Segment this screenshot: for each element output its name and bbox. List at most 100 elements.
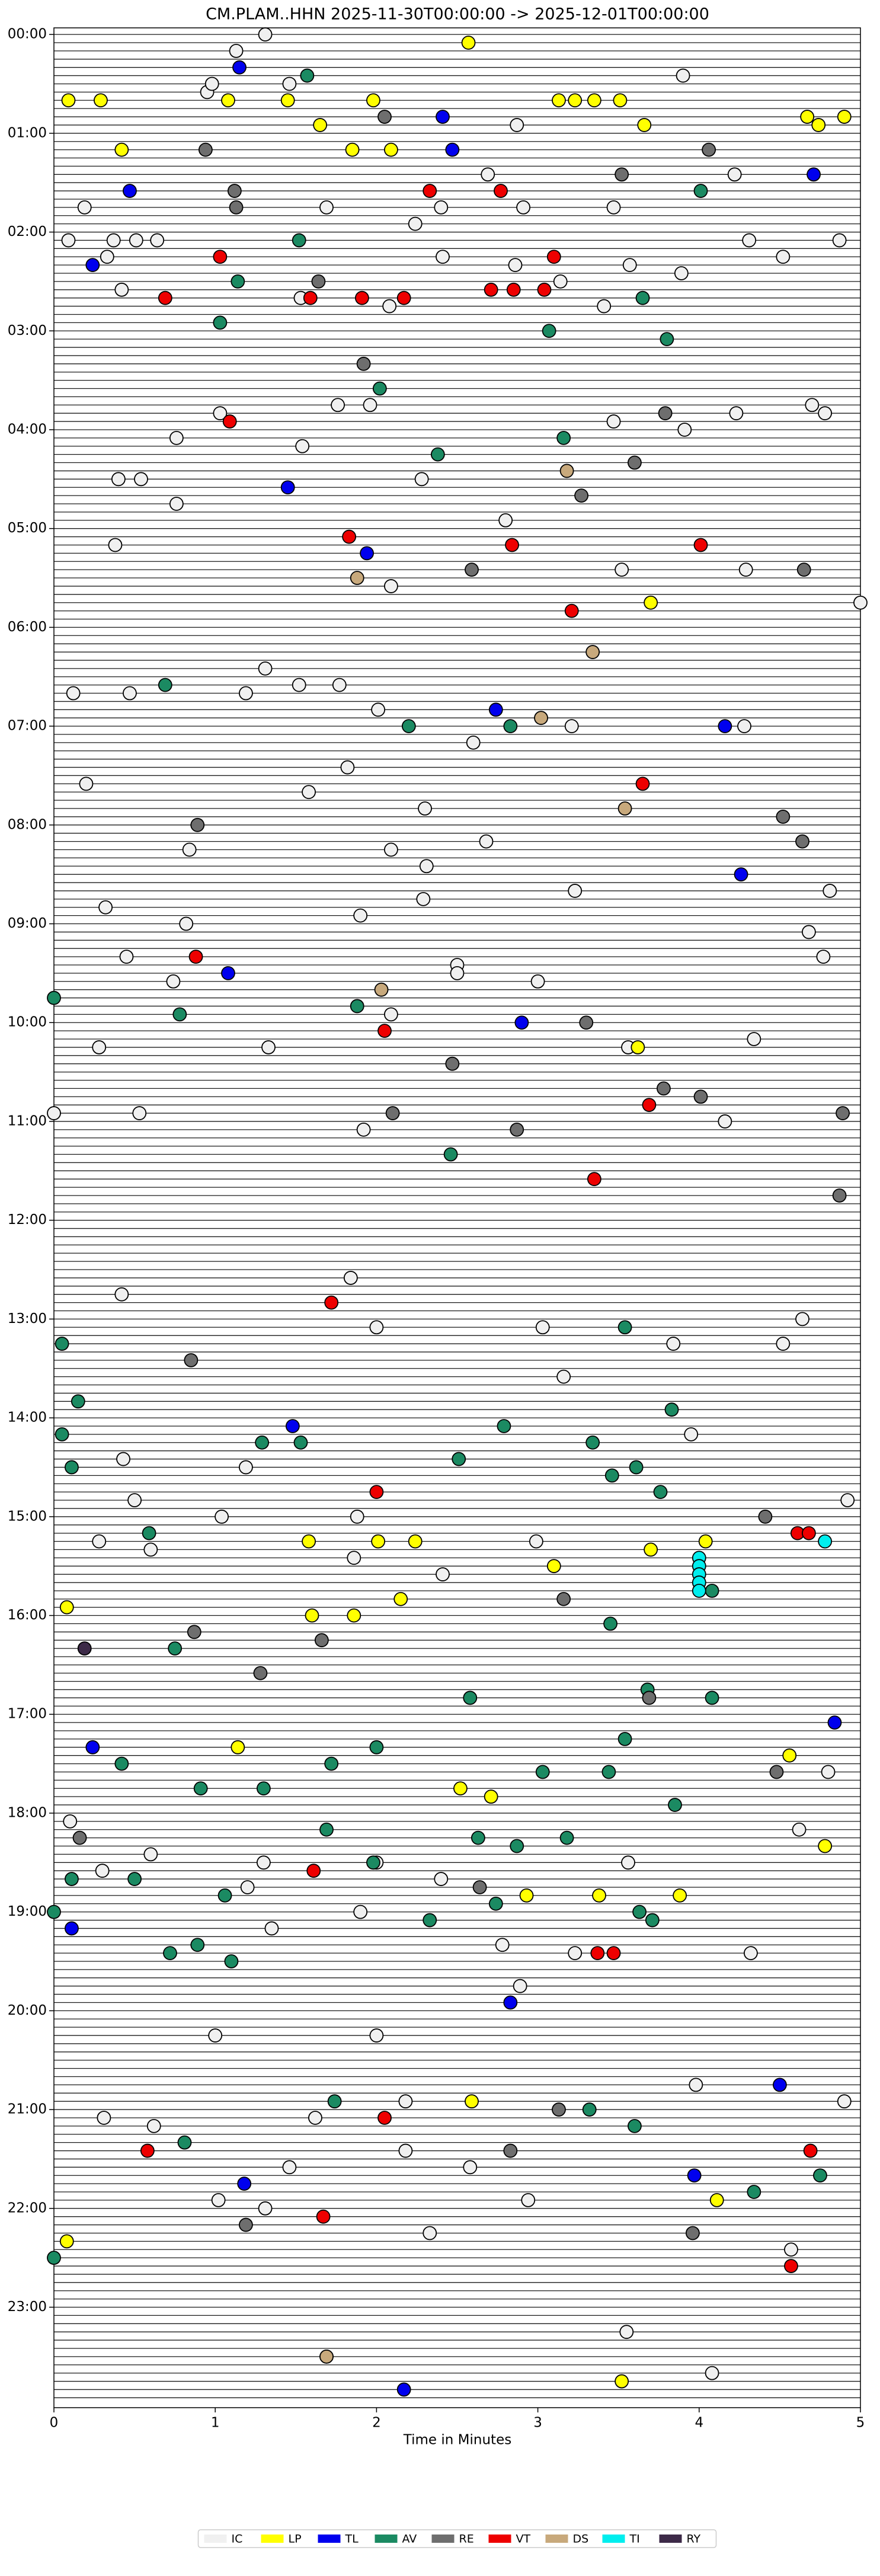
event-marker [495,1938,510,1952]
event-marker [98,900,113,915]
event-marker [742,233,757,248]
event-marker [340,760,355,775]
event-marker [356,356,371,371]
y-tick-label: 23:00 [8,2299,47,2315]
y-tick-label: 02:00 [8,224,47,239]
event-marker [559,464,574,478]
event-marker [784,2259,798,2273]
event-marker [150,233,165,248]
y-tick-label: 01:00 [8,125,47,140]
event-marker [534,711,548,726]
event-marker [371,1534,386,1549]
y-tick-label: 13:00 [8,1311,47,1327]
event-marker [414,472,429,487]
event-marker [642,1690,657,1705]
y-tick-label: 05:00 [8,520,47,536]
event-marker [666,1337,681,1351]
event-marker [256,1855,271,1870]
event-marker [302,1534,316,1549]
event-marker [689,2078,703,2092]
legend-label: AV [402,2533,417,2546]
event-marker [143,1542,158,1557]
event-marker [673,1888,687,1903]
event-marker [224,1954,239,1968]
legend-label: TI [629,2533,640,2546]
event-marker [300,68,315,83]
event-marker [123,686,137,701]
event-marker [134,472,148,487]
event-marker [355,290,369,305]
legend-label: VT [516,2533,531,2546]
event-marker [313,118,328,132]
event-marker [463,2160,478,2175]
event-marker [801,1526,816,1541]
legend-label: LP [289,2533,302,2546]
event-marker [827,1715,842,1730]
event-marker [92,1040,107,1054]
event-marker [292,677,306,692]
event-marker [674,266,689,280]
event-marker [642,1098,657,1113]
event-marker [353,1904,368,1919]
event-marker [231,1740,245,1754]
event-marker [77,200,92,215]
event-marker [302,785,316,800]
event-marker [383,1007,398,1022]
x-tick-label: 5 [856,2415,865,2431]
event-marker [231,274,245,289]
event-marker [106,233,121,248]
event-marker [377,1024,392,1038]
event-marker [190,817,205,832]
event-marker [369,2028,384,2043]
event-marker [621,1855,635,1870]
event-marker [293,1435,308,1450]
event-marker [306,1864,321,1878]
event-marker [436,110,450,124]
event-marker [47,1106,61,1120]
event-marker [792,1822,807,1837]
event-marker [606,200,621,215]
event-marker [465,2094,479,2109]
event-marker [385,1106,400,1120]
event-marker [805,398,820,413]
event-marker [127,1493,142,1507]
event-marker [215,1509,229,1524]
event-marker [239,1460,253,1475]
event-marker [282,76,297,91]
event-marker [738,562,753,577]
event-marker [55,1427,69,1442]
event-marker [488,702,503,717]
event-marker [305,1608,319,1623]
event-marker [314,1633,329,1648]
event-marker [324,1295,339,1310]
event-marker [66,686,81,701]
event-marker [353,908,368,923]
event-marker [553,274,568,289]
event-marker [718,719,732,734]
event-marker [213,250,228,264]
event-marker [508,258,523,273]
event-marker [552,2102,566,2117]
event-marker [158,677,172,692]
y-tick-label: 17:00 [8,1706,47,1722]
event-marker [514,1015,529,1030]
event-marker [119,950,134,964]
event-marker [686,2226,700,2241]
event-marker [356,1122,371,1137]
event-marker [229,43,244,58]
event-marker [818,406,833,421]
legend-swatch [602,2535,625,2543]
event-marker [360,546,374,561]
legend-swatch [431,2535,455,2543]
event-marker [85,1740,100,1754]
event-marker [95,1864,110,1878]
event-marker [617,1732,632,1746]
event-marker [383,842,398,857]
event-marker [347,1608,361,1623]
event-marker [127,1872,142,1886]
event-marker [434,1872,449,1886]
event-marker [503,719,518,734]
event-marker [795,834,809,849]
y-tick-label: 20:00 [8,2003,47,2018]
event-marker [280,93,295,108]
